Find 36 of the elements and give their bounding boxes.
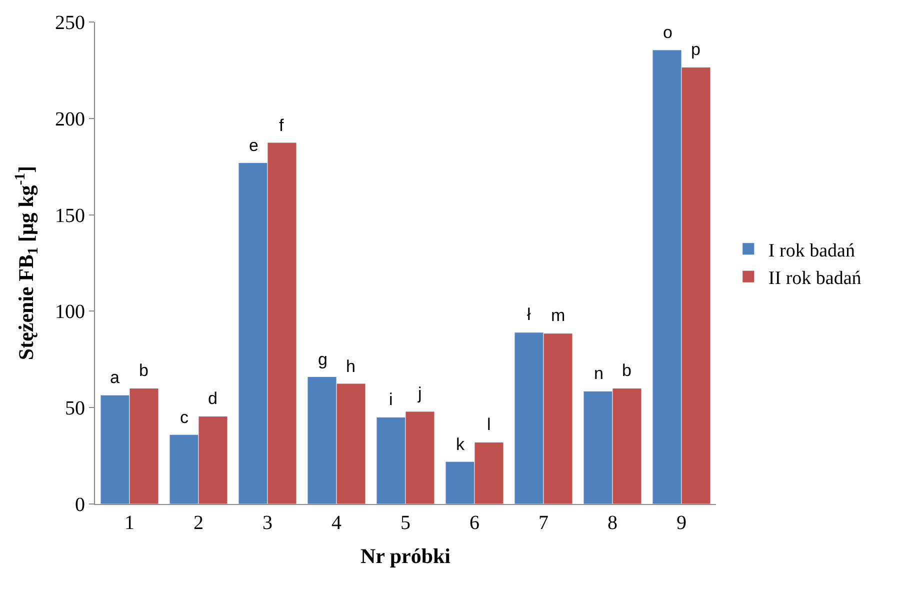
x-axis-title: Nr próbki bbox=[360, 544, 451, 568]
annotation: o bbox=[663, 23, 672, 42]
x-tick-label: 5 bbox=[400, 512, 410, 534]
x-tick-label: 8 bbox=[608, 512, 618, 534]
y-tick-label: 100 bbox=[55, 301, 85, 324]
annotation: m bbox=[551, 306, 566, 325]
x-tick-label: 3 bbox=[262, 512, 272, 534]
annotation: a bbox=[110, 368, 120, 387]
annotation: h bbox=[346, 357, 356, 376]
y-tick-label: 50 bbox=[65, 398, 85, 420]
annotation: k bbox=[456, 435, 465, 454]
annotation: j bbox=[417, 384, 422, 403]
x-tick-label: 4 bbox=[332, 512, 342, 534]
x-tick-label: 6 bbox=[470, 512, 480, 534]
annotation: d bbox=[208, 389, 218, 408]
y-tick-label: 0 bbox=[75, 494, 85, 516]
annotation: i bbox=[389, 390, 393, 409]
y-tick-label: 250 bbox=[55, 12, 85, 34]
legend-label: II rok badań bbox=[768, 268, 862, 289]
x-tick-label: 2 bbox=[194, 512, 204, 534]
annotation: b bbox=[139, 361, 148, 380]
annotation: l bbox=[487, 415, 491, 434]
annotation: ł bbox=[527, 305, 531, 324]
annotation: f bbox=[279, 116, 284, 135]
x-tick-label: 9 bbox=[676, 512, 686, 534]
annotation: g bbox=[318, 350, 328, 369]
x-tick-label: 7 bbox=[538, 512, 548, 534]
y-tick-label: 200 bbox=[55, 108, 85, 130]
x-tick-label: 1 bbox=[124, 512, 134, 534]
annotation: b bbox=[622, 361, 632, 380]
annotation: e bbox=[249, 136, 258, 155]
y-tick-label: 150 bbox=[55, 204, 85, 227]
annotation: p bbox=[691, 40, 700, 59]
legend-label: I rok badań bbox=[768, 240, 856, 262]
annotation: n bbox=[594, 364, 604, 383]
annotation: c bbox=[180, 408, 189, 427]
